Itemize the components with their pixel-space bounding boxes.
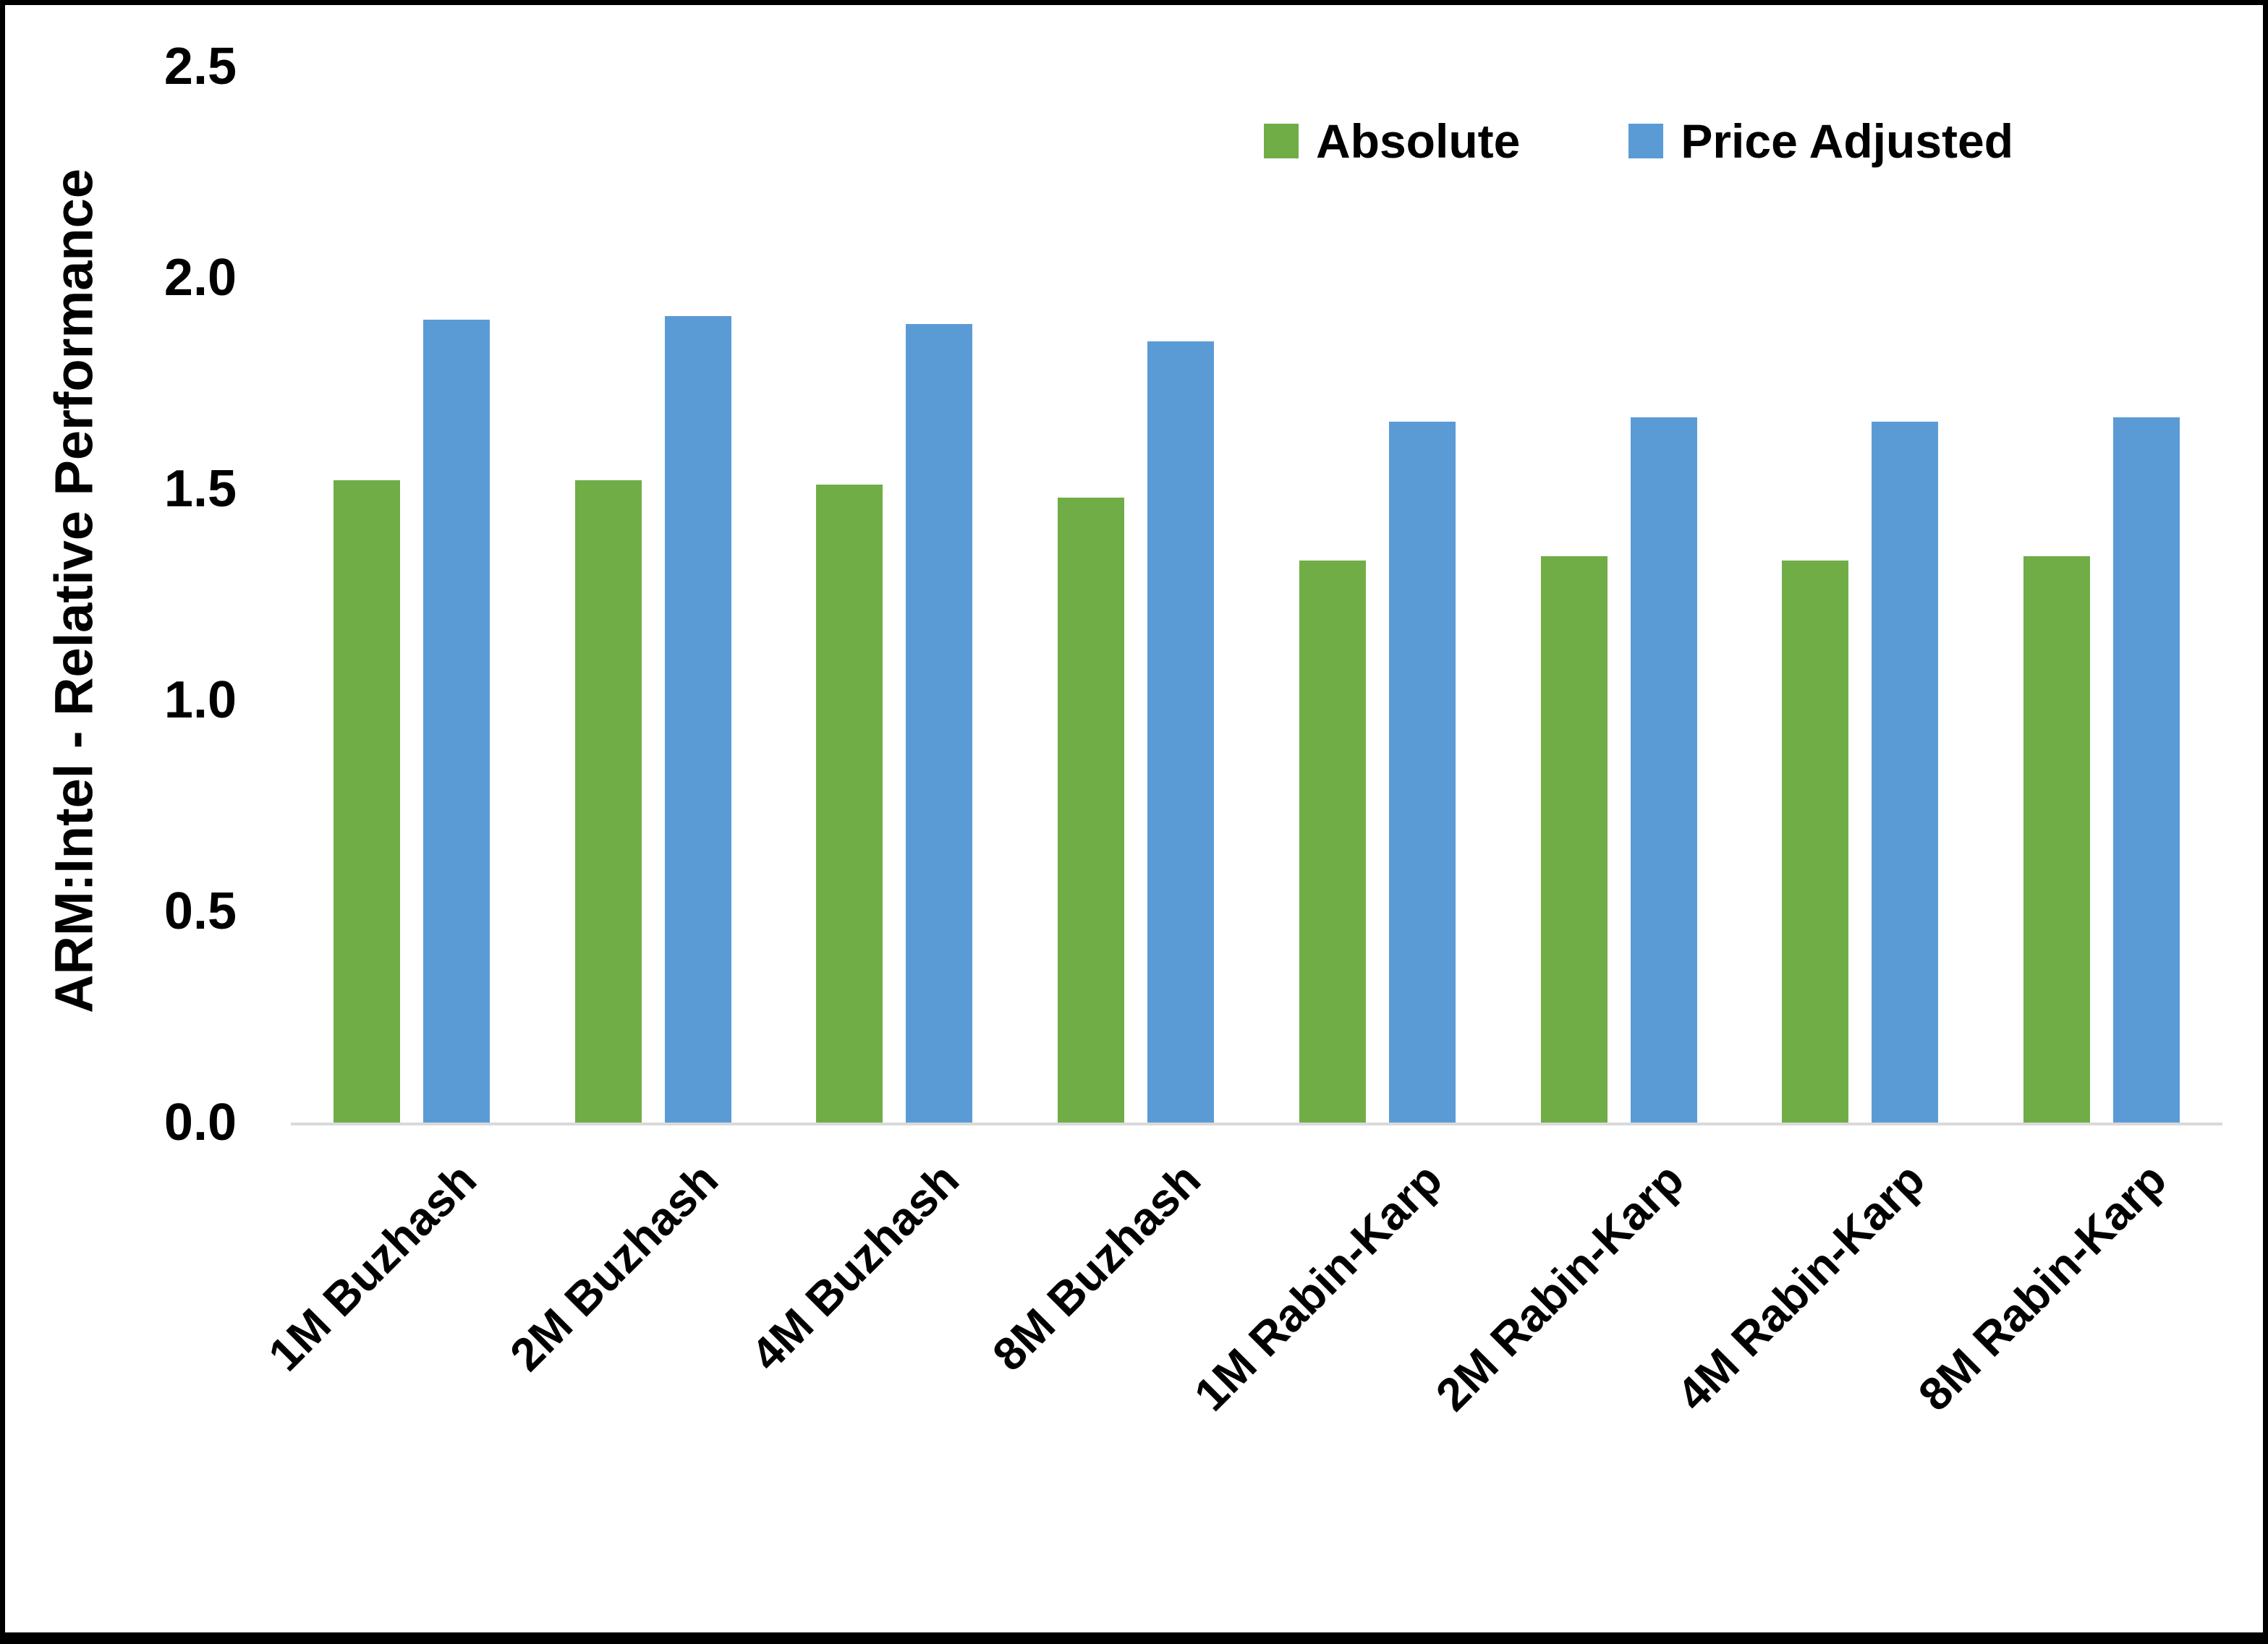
bar-absolute <box>574 480 642 1123</box>
y-tick-label: 1.5 <box>163 460 237 518</box>
bar-absolute <box>816 485 883 1123</box>
bar-price-adjusted <box>1630 417 1697 1123</box>
bar-price-adjusted <box>1388 421 1456 1123</box>
x-tick-label: 2M Rabin-Karp <box>1425 1153 1694 1421</box>
bar-chart: ARM:Intel - Relative Performance Absolut… <box>5 5 2263 1632</box>
legend-item-absolute: Absolute <box>1264 114 1520 169</box>
bar-absolute <box>2023 556 2091 1123</box>
legend-swatch-price-adjusted <box>1628 124 1664 158</box>
y-tick-label: 0.5 <box>163 882 237 940</box>
bar-absolute <box>1540 556 1607 1123</box>
bar-price-adjusted <box>906 324 973 1123</box>
legend-label-price-adjusted: Price Adjusted <box>1681 114 2014 168</box>
x-tick-label: 2M Buzhash <box>499 1153 728 1381</box>
bar-price-adjusted <box>422 320 490 1123</box>
x-tick-label: 1M Buzhash <box>258 1153 486 1381</box>
chart-legend: Absolute Price Adjusted <box>1264 114 2013 169</box>
legend-item-price-adjusted: Price Adjusted <box>1628 114 2013 169</box>
bar-price-adjusted <box>1147 341 1215 1123</box>
bar-price-adjusted <box>1872 421 1939 1123</box>
y-tick-label: 1.0 <box>163 671 237 729</box>
bar-price-adjusted <box>2113 417 2180 1123</box>
y-tick-label: 0.0 <box>163 1094 237 1151</box>
y-tick-label: 2.0 <box>163 249 237 307</box>
bar-absolute <box>333 480 400 1123</box>
bar-price-adjusted <box>664 315 731 1123</box>
y-tick-label: 2.5 <box>163 38 237 95</box>
x-tick-label: 1M Rabin-Karp <box>1184 1153 1452 1421</box>
legend-swatch-absolute <box>1264 124 1299 158</box>
legend-label-absolute: Absolute <box>1316 114 1521 168</box>
bar-absolute <box>1299 561 1366 1123</box>
x-tick-label: 4M Rabin-Karp <box>1667 1153 1935 1421</box>
bar-absolute <box>1782 561 1849 1123</box>
x-tick-label: 4M Buzhash <box>741 1153 969 1381</box>
bar-absolute <box>1058 497 1125 1123</box>
x-tick-label: 8M Rabin-Karp <box>1908 1153 2177 1421</box>
x-axis-line <box>291 1123 2222 1125</box>
x-tick-label: 8M Buzhash <box>982 1153 1211 1381</box>
